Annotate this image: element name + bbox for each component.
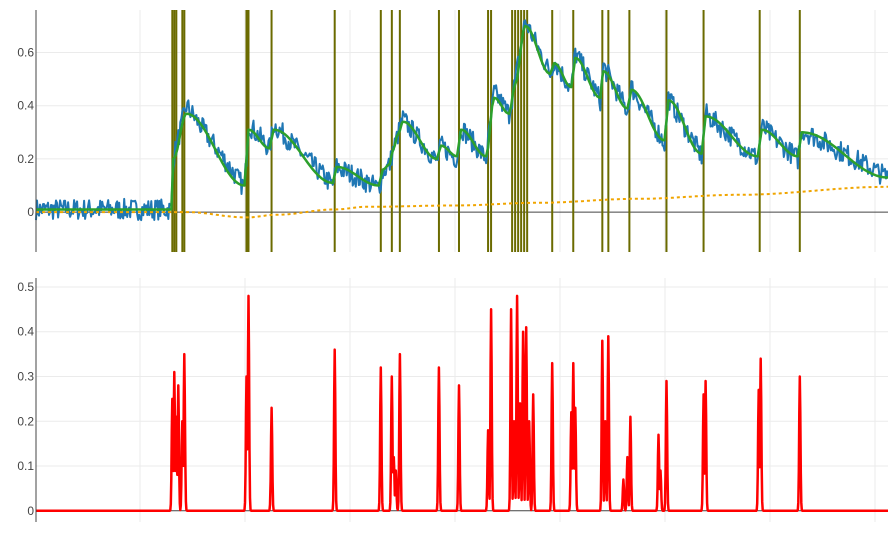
top-series-group — [35, 19, 888, 222]
baseline-line — [36, 185, 888, 219]
bottom-y-tick-label: 0.2 — [17, 414, 34, 428]
bottom-series-group — [35, 294, 888, 513]
bottom-y-tick-label: 0.5 — [17, 280, 34, 294]
bottom-y-tick-label: 0 — [27, 504, 34, 518]
top-panel: 0 0.2 0.4 0.6 — [17, 10, 888, 252]
bottom-panel: 0 0.1 0.2 0.3 0.4 0.5 — [17, 278, 888, 522]
raw-signal-line — [35, 19, 888, 222]
top-y-tick-label: 0 — [27, 205, 34, 219]
bottom-y-tick-label: 0.4 — [17, 325, 34, 339]
top-y-tick-labels: 0 0.2 0.4 0.6 — [17, 46, 34, 220]
smoothed-signal-line — [36, 24, 888, 211]
event-intensity-line — [35, 294, 888, 513]
top-y-tick-label: 0.4 — [17, 99, 34, 113]
bottom-y-tick-labels: 0 0.1 0.2 0.3 0.4 0.5 — [17, 280, 34, 518]
top-y-tick-label: 0.2 — [17, 152, 34, 166]
top-y-tick-label: 0.6 — [17, 46, 34, 60]
bottom-y-tick-label: 0.3 — [17, 369, 34, 383]
bottom-y-tick-label: 0.1 — [17, 459, 34, 473]
